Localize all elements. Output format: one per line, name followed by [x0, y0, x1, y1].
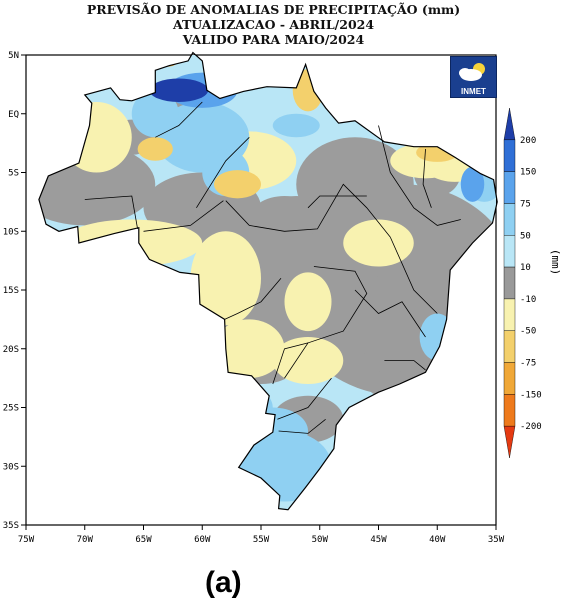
- anomaly-region: [131, 90, 179, 138]
- state-border: [84, 195, 138, 229]
- anomaly-region: [249, 196, 320, 243]
- anomaly-region: [343, 219, 414, 267]
- anomaly-region: [214, 319, 285, 379]
- legend-swatch: [503, 139, 516, 172]
- axis-ticks: 75W 70W 65W 60W 55W 50W 45W 40W 35W 5N EQ 5S 10S 15S 2…: [3, 51, 505, 545]
- lon-tick-label: 65W: [135, 535, 152, 545]
- anomaly-region: [214, 170, 261, 199]
- lat-tick-label: 10S: [3, 227, 19, 237]
- state-border: [278, 418, 326, 434]
- state-border: [225, 183, 391, 238]
- legend-swatch: [503, 298, 516, 331]
- state-border: [307, 195, 367, 209]
- state-border: [284, 266, 368, 379]
- legend-label: -200: [520, 422, 542, 432]
- anomaly-region: [460, 166, 485, 202]
- anomaly-region: [190, 231, 261, 326]
- anomaly-region: [272, 113, 320, 138]
- state-border: [378, 125, 461, 226]
- state-border: [196, 137, 250, 209]
- anomaly-region: [272, 337, 344, 384]
- legend-swatch: [503, 362, 516, 395]
- state-border: [277, 377, 332, 420]
- anomaly-region: [149, 78, 209, 102]
- legend-label: -75: [520, 359, 536, 369]
- inmet-logo: INMET: [450, 56, 497, 98]
- lon-tick-label: 45W: [370, 535, 387, 545]
- legend-label: 50: [520, 231, 531, 241]
- state-border: [422, 148, 432, 208]
- state-border: [224, 278, 282, 320]
- lat-tick-label: 30S: [3, 462, 19, 472]
- figure-caption: (a): [205, 566, 242, 599]
- logo-text: INMET: [461, 87, 486, 96]
- legend-label: -50: [520, 327, 536, 337]
- lon-tick-label: 75W: [18, 535, 35, 545]
- legend-label: 10: [520, 263, 531, 273]
- legend-label: 200: [520, 136, 536, 146]
- state-border: [389, 236, 438, 314]
- lon-tick-label: 55W: [253, 535, 270, 545]
- state-border: [155, 101, 203, 138]
- legend-swatch: [503, 171, 516, 204]
- legend-swatch: [503, 107, 516, 141]
- lat-tick-label: 20S: [3, 345, 19, 355]
- legend-unit: (mm): [549, 249, 562, 276]
- state-border: [384, 360, 426, 371]
- legend-swatch: [503, 330, 516, 363]
- legend-swatch: [503, 266, 516, 300]
- legend-label: 75: [520, 199, 531, 209]
- lat-tick-label: 35S: [3, 521, 19, 531]
- lat-tick-label: 15S: [3, 286, 19, 296]
- lat-tick-label: 25S: [3, 404, 19, 414]
- state-border: [143, 200, 224, 232]
- legend-label: 150: [520, 168, 536, 178]
- title-line-3: VALIDO PARA MAIO/2024: [182, 32, 365, 47]
- legend-swatch: [503, 203, 516, 236]
- state-borders: [84, 101, 461, 434]
- anomaly-region: [296, 137, 414, 232]
- lon-tick-label: 40W: [429, 535, 446, 545]
- legend-swatch: [503, 235, 516, 268]
- anomaly-region: [284, 272, 332, 332]
- lat-tick-label: 5S: [8, 169, 19, 179]
- state-border: [354, 289, 426, 338]
- lon-tick-label: 50W: [312, 535, 329, 545]
- legend-label: -150: [520, 390, 542, 400]
- map-title: PREVISÃO DE ANOMALIAS DE PRECIPITAÇÃO (m…: [0, 2, 567, 47]
- legend-swatch: [503, 425, 516, 459]
- lon-tick-label: 70W: [77, 535, 94, 545]
- lon-tick-label: 35W: [488, 535, 505, 545]
- anomaly-region: [137, 137, 173, 161]
- cloud-sun-icon: [459, 63, 485, 81]
- color-legend: 200 150 75 50 10 -10 -50 -75 -150 -200 (mm): [503, 107, 562, 459]
- title-line-2: ATUALIZACAO - ABRIL/2024: [172, 17, 375, 32]
- title-line-1: PREVISÃO DE ANOMALIAS DE PRECIPITAÇÃO (m…: [86, 2, 461, 17]
- state-border: [272, 342, 309, 385]
- lat-tick-label: EQ: [8, 110, 19, 120]
- legend-swatch: [503, 394, 516, 427]
- lon-tick-label: 60W: [194, 535, 211, 545]
- country-outline: [38, 51, 498, 511]
- lat-tick-label: 5N: [8, 51, 19, 61]
- legend-label: -10: [520, 295, 536, 305]
